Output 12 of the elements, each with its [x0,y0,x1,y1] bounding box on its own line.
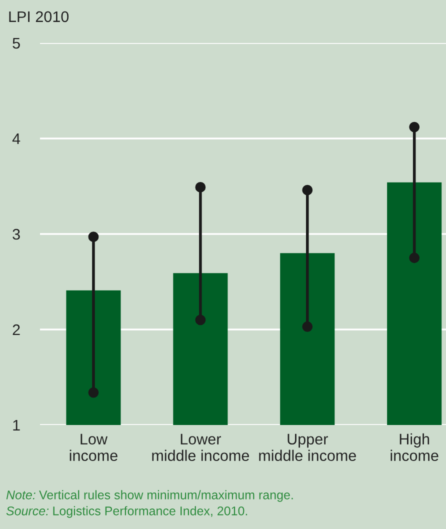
text: Note: Vertical rules show minimum/maximum range. [6,490,293,502]
x-tick-label: Lower middle income [152,434,250,462]
y-tick-label: 4 [12,134,20,144]
y-axis-title: LPI 2010 [9,11,69,22]
x-tick-label: Low income [70,434,118,462]
source-note: Source: Logistics Performance Index, 2010. [6,506,248,518]
y-tick-label: 1 [13,420,20,431]
y-tick-label: 5 [12,38,20,49]
y-tick-label: 2 [12,324,20,336]
x-tick-label: Upper middle income [259,434,356,462]
y-tick-label: 3 [12,228,20,240]
x-tick-label: High income [390,433,438,462]
